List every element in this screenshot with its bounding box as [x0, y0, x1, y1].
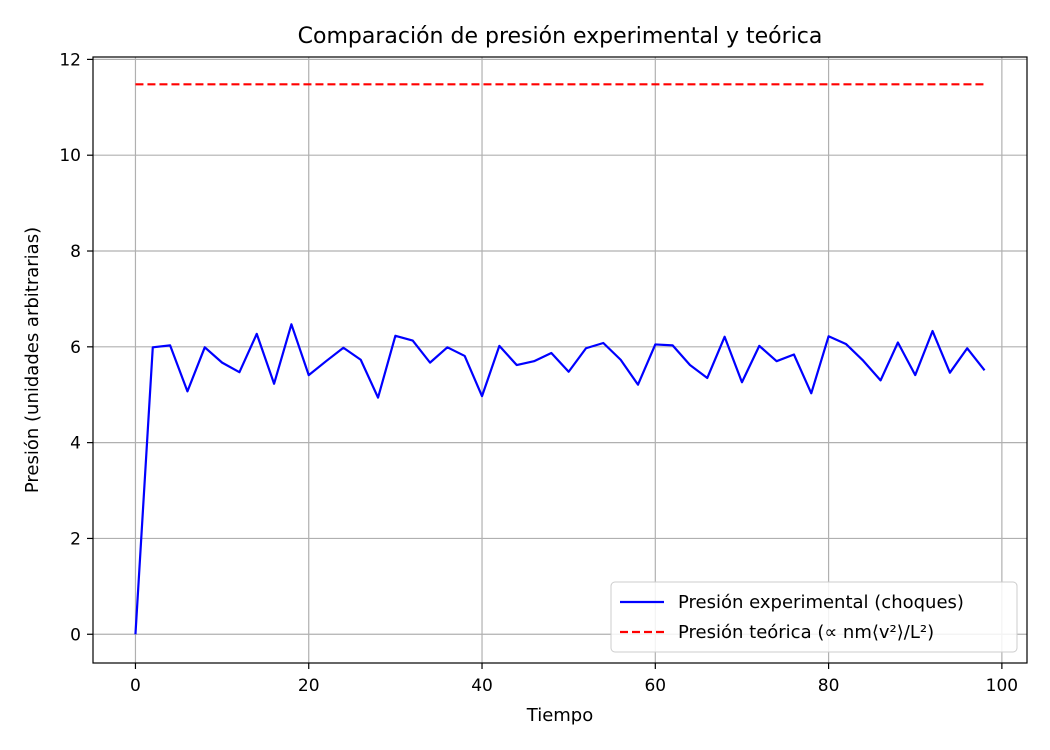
axis-ticks: 0 20 40 60 80 100 0 2 4 6 8 10 12 [59, 50, 1018, 696]
x-tick-label: 0 [130, 676, 141, 696]
chart-title: Comparación de presión experimental y te… [298, 24, 823, 49]
plot-frame [92, 56, 1028, 664]
x-tick-label: 20 [298, 676, 320, 696]
y-tick-label: 6 [70, 338, 81, 358]
y-tick-label: 4 [70, 434, 81, 454]
x-tick-label: 80 [818, 676, 840, 696]
y-tick-label: 10 [59, 146, 81, 166]
y-tick-label: 8 [70, 242, 81, 262]
y-tick-label: 2 [70, 529, 81, 549]
x-axis-label: Tiempo [526, 705, 594, 726]
grid-lines [93, 57, 1027, 663]
x-tick-label: 60 [644, 676, 666, 696]
legend: Presión experimental (choques) Presión t… [610, 581, 1018, 653]
y-axis-label: Presión (unidades arbitrarias) [22, 227, 43, 493]
legend-label-theoretical: Presión teórica (∝ nm⟨v²⟩/L²) [678, 622, 934, 643]
series-line-experimental [134, 323, 986, 635]
series-layer [134, 83, 986, 635]
y-tick-label: 0 [70, 625, 81, 645]
x-tick-label: 40 [471, 676, 493, 696]
x-tick-label: 100 [986, 676, 1018, 696]
y-tick-label: 12 [59, 50, 81, 70]
legend-label-experimental: Presión experimental (choques) [678, 592, 964, 613]
legend-box [610, 581, 1018, 653]
